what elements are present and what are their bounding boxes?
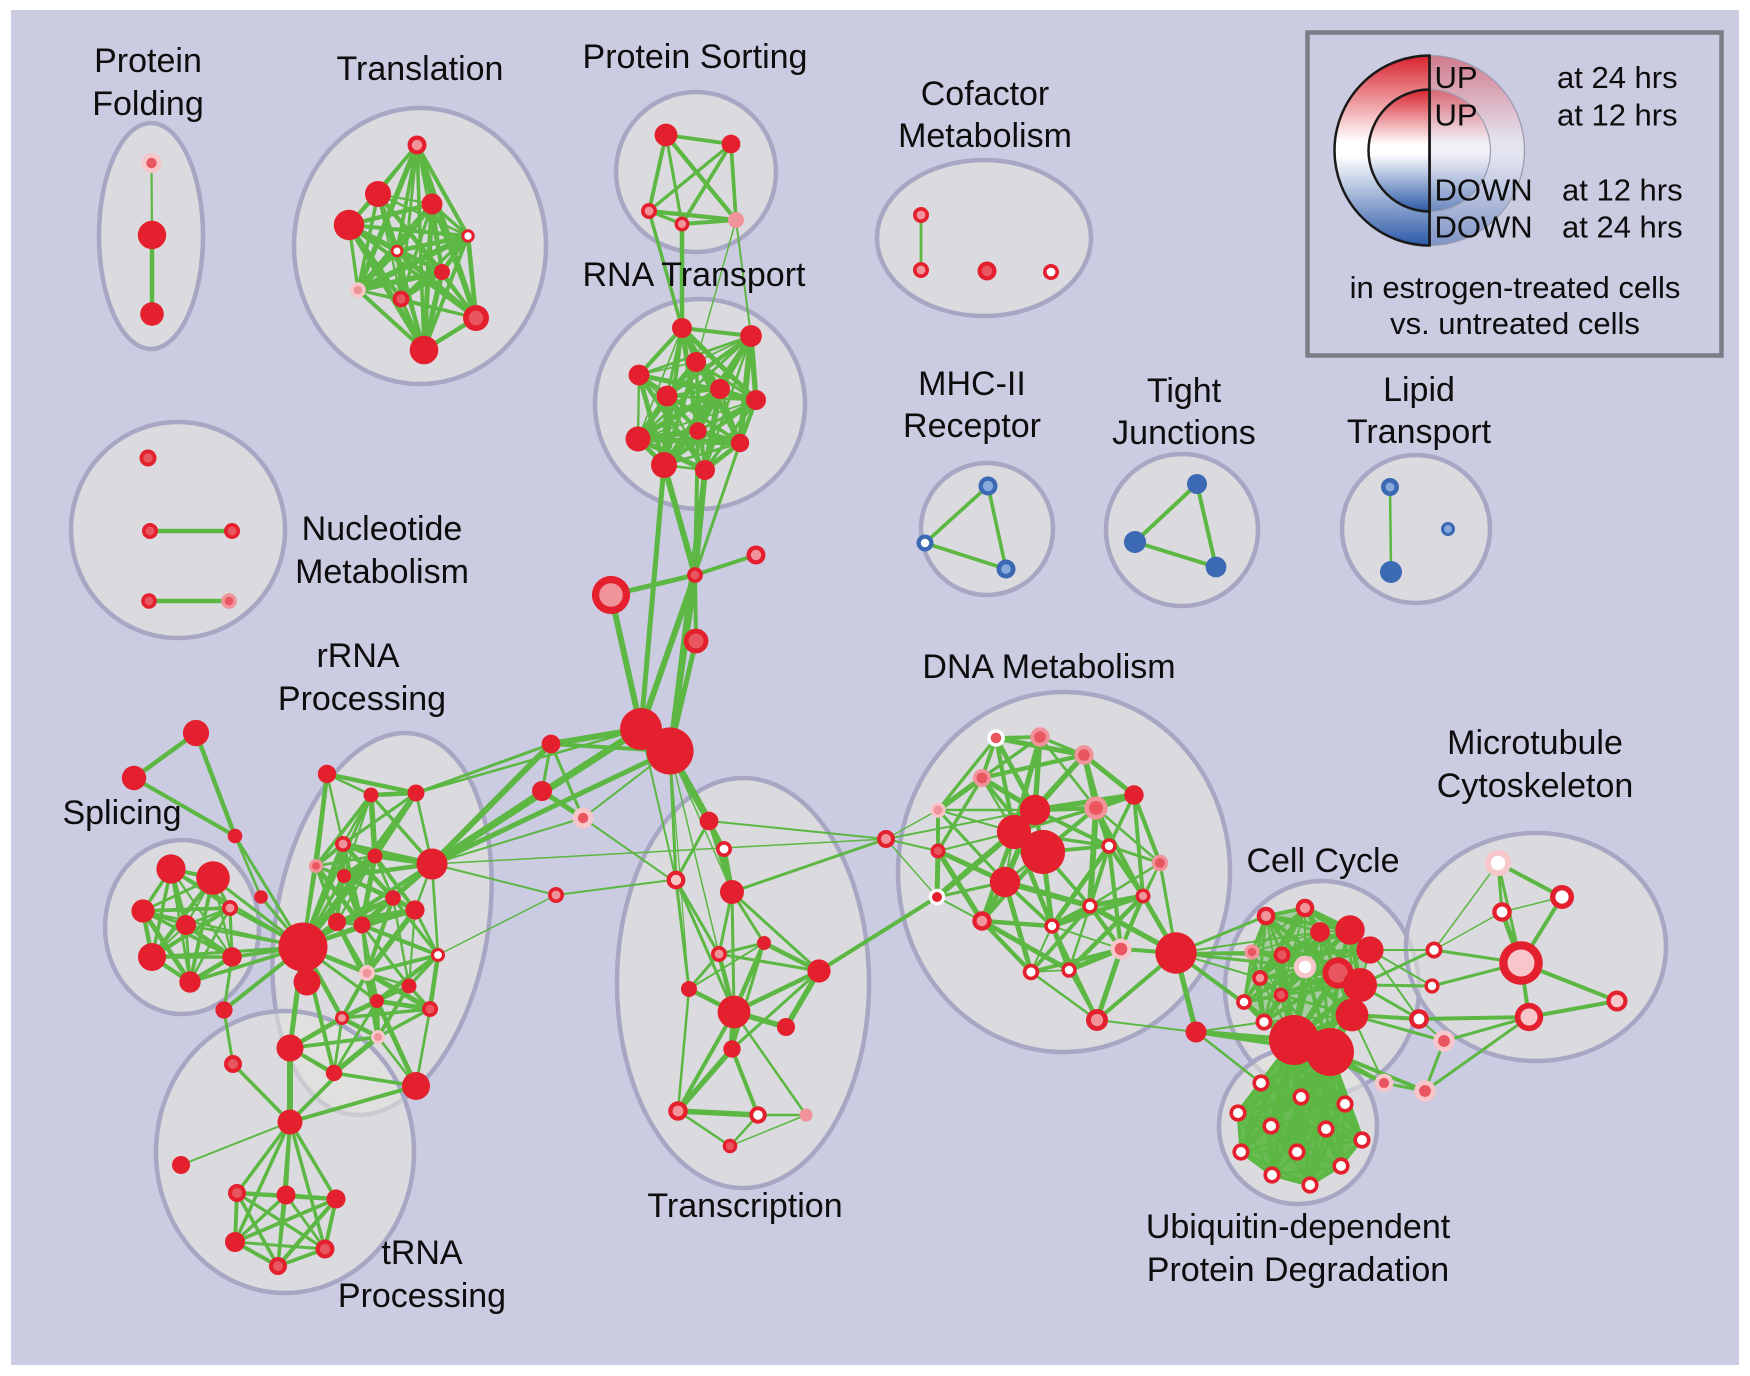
svg-text:Ubiquitin-dependent: Ubiquitin-dependent — [1146, 1208, 1451, 1246]
svg-text:in estrogen-treated cells: in estrogen-treated cells — [1350, 270, 1681, 305]
svg-text:Receptor: Receptor — [903, 407, 1041, 445]
svg-text:Lipid: Lipid — [1383, 371, 1455, 409]
svg-text:Junctions: Junctions — [1112, 414, 1256, 452]
svg-text:Microtubule: Microtubule — [1447, 724, 1623, 762]
svg-text:Splicing: Splicing — [62, 794, 181, 832]
svg-text:vs. untreated cells: vs. untreated cells — [1390, 306, 1640, 341]
svg-text:at 24 hrs: at 24 hrs — [1562, 210, 1683, 245]
svg-text:rRNA: rRNA — [316, 637, 399, 675]
svg-text:MHC-II: MHC-II — [918, 365, 1026, 403]
svg-text:at 24 hrs: at 24 hrs — [1557, 60, 1678, 95]
svg-text:Protein: Protein — [94, 42, 202, 80]
svg-text:DOWN: DOWN — [1435, 173, 1533, 208]
svg-text:Folding: Folding — [92, 85, 204, 123]
svg-text:UP: UP — [1435, 60, 1478, 95]
svg-text:Metabolism: Metabolism — [295, 553, 469, 591]
svg-text:Cytoskeleton: Cytoskeleton — [1437, 767, 1634, 805]
svg-text:at 12 hrs: at 12 hrs — [1562, 173, 1683, 208]
svg-text:at 12 hrs: at 12 hrs — [1557, 98, 1678, 133]
svg-text:Protein Sorting: Protein Sorting — [583, 38, 808, 76]
svg-text:Cofactor: Cofactor — [921, 75, 1050, 113]
svg-text:Tight: Tight — [1147, 372, 1222, 410]
svg-text:DOWN: DOWN — [1435, 210, 1533, 245]
svg-text:Transport: Transport — [1347, 413, 1492, 451]
svg-text:tRNA: tRNA — [381, 1234, 463, 1272]
svg-text:Nucleotide: Nucleotide — [302, 510, 463, 548]
svg-text:Cell Cycle: Cell Cycle — [1246, 842, 1399, 880]
svg-text:Metabolism: Metabolism — [898, 117, 1072, 155]
svg-text:DNA Metabolism: DNA Metabolism — [922, 648, 1175, 686]
svg-text:UP: UP — [1435, 98, 1478, 133]
svg-text:Protein Degradation: Protein Degradation — [1147, 1251, 1449, 1289]
svg-text:Transcription: Transcription — [647, 1187, 842, 1225]
svg-text:RNA Transport: RNA Transport — [583, 256, 807, 294]
svg-text:Translation: Translation — [337, 50, 504, 88]
svg-text:Processing: Processing — [338, 1277, 506, 1315]
svg-text:Processing: Processing — [278, 680, 446, 718]
